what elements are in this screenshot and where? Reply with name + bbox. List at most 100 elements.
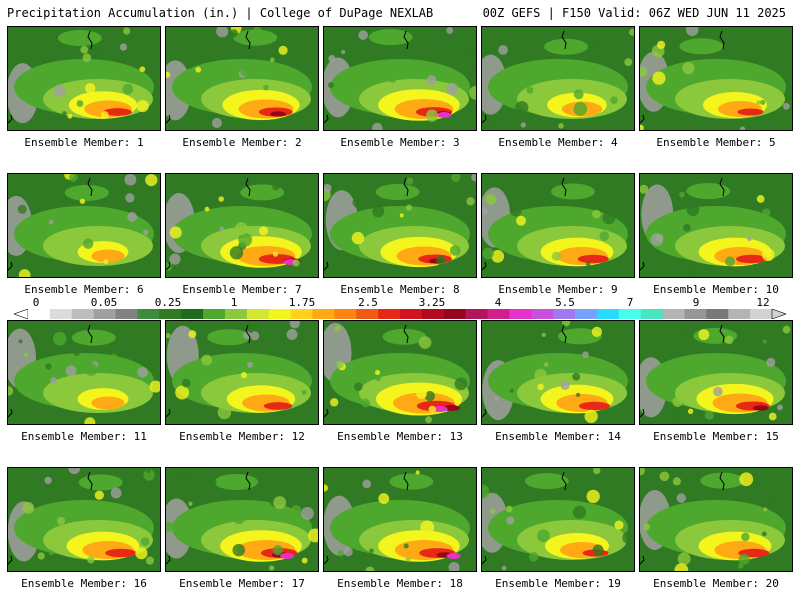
scale-swatch bbox=[246, 309, 270, 319]
member-label-1: Ensemble Member: 1 bbox=[24, 136, 144, 149]
map-title: Precipitation Accumulation (in.) | Colle… bbox=[7, 6, 434, 20]
scale-label: 2.5 bbox=[358, 296, 378, 309]
member-label-8: Ensemble Member: 8 bbox=[340, 283, 460, 296]
member-map-5 bbox=[639, 26, 793, 131]
member-map-12 bbox=[165, 320, 319, 425]
scale-swatch bbox=[334, 309, 357, 319]
scale-swatch bbox=[49, 309, 73, 319]
member-label-7: Ensemble Member: 7 bbox=[182, 283, 302, 296]
precip-field bbox=[640, 27, 792, 130]
precip-field bbox=[482, 321, 634, 424]
precip-field bbox=[324, 468, 476, 571]
member-map-2 bbox=[165, 26, 319, 131]
scale-swatch bbox=[509, 309, 532, 319]
scale-label: 4 bbox=[494, 296, 502, 309]
precip-field bbox=[640, 174, 792, 277]
member-label-12: Ensemble Member: 12 bbox=[179, 430, 305, 443]
precip-field bbox=[166, 468, 318, 571]
member-map-10 bbox=[639, 173, 793, 278]
member-label-18: Ensemble Member: 18 bbox=[337, 577, 463, 590]
precip-field bbox=[324, 321, 476, 424]
member-label-15: Ensemble Member: 15 bbox=[653, 430, 779, 443]
member-label-5: Ensemble Member: 5 bbox=[656, 136, 776, 149]
scale-swatch bbox=[728, 309, 751, 319]
scale-swatch bbox=[290, 309, 313, 319]
member-map-20 bbox=[639, 467, 793, 572]
member-label-4: Ensemble Member: 4 bbox=[498, 136, 618, 149]
member-map-8 bbox=[323, 173, 477, 278]
scale-arrow-right bbox=[771, 309, 786, 319]
scale-label: 1.75 bbox=[288, 296, 316, 309]
member-map-11 bbox=[7, 320, 161, 425]
scale-swatch bbox=[706, 309, 729, 319]
scale-swatch bbox=[28, 309, 51, 319]
scale-swatch bbox=[465, 309, 488, 319]
member-label-13: Ensemble Member: 13 bbox=[337, 430, 463, 443]
scale-label: 0.05 bbox=[90, 296, 118, 309]
scale-label: 9 bbox=[692, 296, 700, 309]
scale-swatch bbox=[750, 309, 773, 319]
scale-swatch bbox=[356, 309, 379, 319]
precip-field bbox=[8, 174, 160, 277]
scale-swatch bbox=[596, 309, 620, 319]
scale-swatch bbox=[531, 309, 554, 319]
scale-swatch bbox=[421, 309, 445, 319]
scale-label: 3.25 bbox=[418, 296, 446, 309]
member-map-3 bbox=[323, 26, 477, 131]
member-map-16 bbox=[7, 467, 161, 572]
color-scale-bar bbox=[14, 309, 786, 319]
member-label-17: Ensemble Member: 17 bbox=[179, 577, 305, 590]
model-valid-time: 00Z GEFS | F150 Valid: 06Z WED JUN 11 20… bbox=[482, 6, 786, 20]
scale-swatch bbox=[312, 309, 335, 319]
member-map-14 bbox=[481, 320, 635, 425]
member-label-19: Ensemble Member: 19 bbox=[495, 577, 621, 590]
member-label-16: Ensemble Member: 16 bbox=[21, 577, 147, 590]
scale-label: 7 bbox=[626, 296, 634, 309]
scale-swatch bbox=[662, 309, 685, 319]
precip-field bbox=[8, 321, 160, 424]
scale-label: 0 bbox=[32, 296, 40, 309]
precip-field bbox=[324, 174, 476, 277]
member-label-11: Ensemble Member: 11 bbox=[21, 430, 147, 443]
scale-swatch bbox=[159, 309, 182, 319]
scale-swatch bbox=[203, 309, 226, 319]
scale-swatch bbox=[400, 309, 423, 319]
scale-swatch bbox=[137, 309, 160, 319]
scale-swatch bbox=[93, 309, 116, 319]
member-map-18 bbox=[323, 467, 477, 572]
precip-field bbox=[166, 321, 318, 424]
member-map-13 bbox=[323, 320, 477, 425]
scale-swatch bbox=[640, 309, 663, 319]
scale-swatch bbox=[553, 309, 576, 319]
scale-label: 5.5 bbox=[555, 296, 575, 309]
precip-field bbox=[482, 174, 634, 277]
scale-swatch bbox=[268, 309, 291, 319]
scale-swatch bbox=[575, 309, 598, 319]
precip-field bbox=[640, 321, 792, 424]
scale-swatch bbox=[224, 309, 248, 319]
precip-field bbox=[324, 27, 476, 130]
precip-field bbox=[166, 174, 318, 277]
precip-field bbox=[482, 27, 634, 130]
precip-field bbox=[166, 27, 318, 130]
precip-field bbox=[8, 27, 160, 130]
member-label-3: Ensemble Member: 3 bbox=[340, 136, 460, 149]
member-label-14: Ensemble Member: 14 bbox=[495, 430, 621, 443]
precip-field bbox=[640, 468, 792, 571]
scale-arrow-left bbox=[14, 309, 29, 319]
scale-swatch bbox=[115, 309, 138, 319]
precip-field bbox=[8, 468, 160, 571]
member-label-20: Ensemble Member: 20 bbox=[653, 577, 779, 590]
member-map-19 bbox=[481, 467, 635, 572]
member-label-6: Ensemble Member: 6 bbox=[24, 283, 144, 296]
scale-swatch bbox=[618, 309, 642, 319]
scale-swatch bbox=[378, 309, 401, 319]
scale-label: 0.25 bbox=[154, 296, 182, 309]
scale-swatch bbox=[684, 309, 707, 319]
member-map-1 bbox=[7, 26, 161, 131]
member-map-15 bbox=[639, 320, 793, 425]
scale-swatch bbox=[181, 309, 204, 319]
scale-swatch bbox=[487, 309, 510, 319]
member-label-2: Ensemble Member: 2 bbox=[182, 136, 302, 149]
member-map-4 bbox=[481, 26, 635, 131]
